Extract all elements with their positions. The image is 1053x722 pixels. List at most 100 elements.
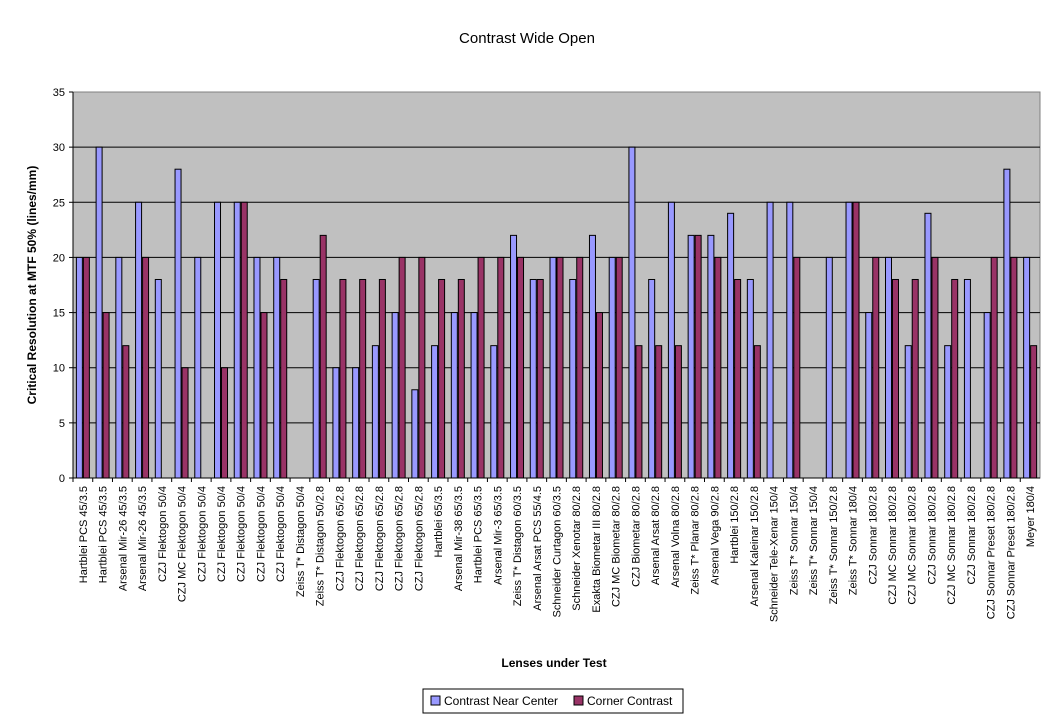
bar-near-center <box>707 234 715 479</box>
bar-corner <box>319 234 327 479</box>
bar-corner <box>122 345 130 479</box>
x-tick-label: CZJ MC Sonnar 180/2.8 <box>907 486 919 605</box>
x-tick-label: Exakta Biometar III 80/2.8 <box>591 486 603 613</box>
bar-corner <box>694 234 702 479</box>
bar-near-center <box>687 234 695 479</box>
x-tick-label: CZJ Flektogon 50/4 <box>255 486 267 582</box>
legend-swatch-center <box>430 695 441 706</box>
chart-title: Contrast Wide Open <box>459 30 595 47</box>
bar-near-center <box>588 234 596 479</box>
bar-corner <box>635 345 643 479</box>
x-tick-label: CZJ Flektogon 65/2.8 <box>354 486 366 591</box>
y-tick-label: 0 <box>59 473 65 485</box>
y-tick-label: 30 <box>53 142 65 154</box>
bar-near-center <box>904 345 912 479</box>
bar-near-center <box>944 345 952 479</box>
legend-label-corner: Corner Contrast <box>587 694 673 708</box>
bar-corner <box>221 367 229 479</box>
bar-corner <box>852 201 860 479</box>
bar-corner <box>576 256 584 479</box>
bar-corner <box>951 278 959 479</box>
bar-corner <box>260 312 268 479</box>
bar-near-center <box>845 201 853 479</box>
x-tick-label: CZJ MC Flektogon 50/4 <box>177 486 189 602</box>
bar-corner <box>536 278 544 479</box>
bar-near-center <box>75 256 83 479</box>
bar-corner <box>477 256 485 479</box>
bar-near-center <box>115 256 123 479</box>
bar-near-center <box>628 146 636 479</box>
x-tick-label: CZJ Flektogon 50/4 <box>275 486 287 582</box>
bar-corner <box>556 256 564 479</box>
x-tick-label: Zeiss T* Planar 80/2.8 <box>690 486 702 595</box>
x-tick-label: CZJ Flektogon 65/2.8 <box>374 486 386 591</box>
bar-corner <box>595 312 603 479</box>
bar-near-center <box>154 278 162 479</box>
y-axis-title: Critical Resolution at MTF 50% (lines/mm… <box>25 166 39 405</box>
bars <box>75 146 1038 479</box>
bar-near-center <box>490 345 498 479</box>
bar-near-center <box>667 201 675 479</box>
bar-near-center <box>786 201 794 479</box>
bar-near-center <box>924 212 932 479</box>
y-tick-label: 35 <box>53 87 65 99</box>
x-tick-label: CZJ Flektogon 65/2.8 <box>394 486 406 591</box>
x-tick-label: Zeiss T* Sonnar 150/4 <box>808 486 820 595</box>
x-tick-label: CZJ Biometar 80/2.8 <box>630 486 642 587</box>
x-tick-label: Zeiss T* Sonnar 180/4 <box>848 486 860 595</box>
x-tick-label: Zeiss T* Sonnar 150/2.8 <box>828 486 840 604</box>
bar-corner <box>280 278 288 479</box>
bar-corner <box>181 367 189 479</box>
x-tick-label: Arsenal Mir-38 65/3.5 <box>453 486 465 591</box>
x-tick-label: Schneider Xenotar 80/2.8 <box>571 486 583 611</box>
bar-corner <box>734 278 742 479</box>
x-tick-label: CZJ Sonnar 180/2.8 <box>867 486 879 584</box>
bar-corner <box>142 256 150 479</box>
y-tick-label: 25 <box>53 197 65 209</box>
bar-near-center <box>569 278 577 479</box>
x-tick-label: Hartblei 65/3.5 <box>433 486 445 558</box>
bar-corner <box>753 345 761 479</box>
bar-near-center <box>95 146 103 479</box>
x-tick-label: Hartblei 150/2.8 <box>729 486 741 564</box>
x-tick-label: CZJ Flektogon 65/2.8 <box>334 486 346 591</box>
bar-corner <box>438 278 446 479</box>
y-tick-label: 20 <box>53 252 65 264</box>
bar-corner <box>517 256 525 479</box>
x-tick-label: Schneider Tele-Xenar 150/4 <box>769 486 781 622</box>
bar-corner <box>674 345 682 479</box>
bar-near-center <box>766 201 774 479</box>
bar-corner <box>911 278 919 479</box>
x-tick-label: Arsenal Arsat 80/2.8 <box>650 486 662 585</box>
x-tick-label: CZJ Flektogon 50/4 <box>216 486 228 582</box>
bar-corner <box>615 256 623 479</box>
x-tick-label: Arsenal Arsat PCS 55/4.5 <box>532 486 544 611</box>
bar-corner <box>82 256 90 479</box>
x-tick-label: CZJ Sonnar 180/2.8 <box>926 486 938 584</box>
x-tick-label: Hartblei PCS 65/3.5 <box>473 486 485 583</box>
bar-corner <box>359 278 367 479</box>
x-tick-label: CZJ MC Biometar 80/2.8 <box>611 486 623 607</box>
bar-near-center <box>411 389 419 479</box>
bar-near-center <box>1003 168 1011 479</box>
x-tick-label: Zeiss T* Distagon 50/2.8 <box>315 486 327 606</box>
y-tick-label: 15 <box>53 308 65 320</box>
bar-near-center <box>1023 256 1031 479</box>
bar-near-center <box>746 278 754 479</box>
x-tick-label: CZJ Flektogon 50/4 <box>157 486 169 582</box>
bar-near-center <box>727 212 735 479</box>
y-axis: 0 5 10 15 20 25 30 35 <box>53 87 1040 485</box>
x-tick-label: CZJ Flektogon 50/4 <box>236 486 248 582</box>
bar-near-center <box>332 367 340 479</box>
x-tick-label: Zeiss T* Sonnar 150/4 <box>788 486 800 595</box>
bar-near-center <box>312 278 320 479</box>
bar-corner <box>872 256 880 479</box>
x-tick-label: Arsenal Mir-3 65/3.5 <box>492 486 504 585</box>
bar-corner <box>457 278 465 479</box>
bar-near-center <box>194 256 202 479</box>
bar-corner <box>497 256 505 479</box>
bar-corner <box>418 256 426 479</box>
x-tick-label: CZJ Flektogon 50/4 <box>196 486 208 582</box>
x-axis: Hartblei PCS 45/3.5 Hartblei PCS 45/3.5 Ar… <box>72 478 1037 622</box>
bar-near-center <box>865 312 873 479</box>
